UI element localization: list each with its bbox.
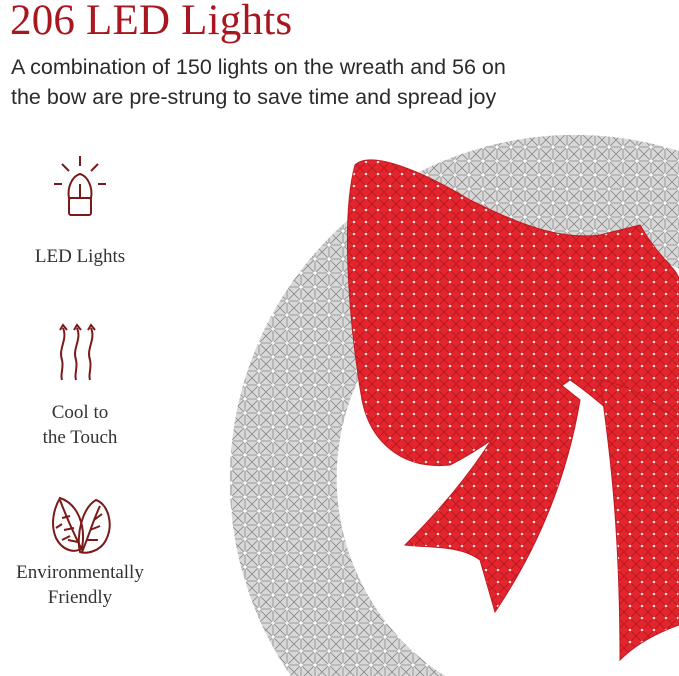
feature-label: Cool to	[51, 402, 109, 423]
feature-label: LED Lights	[34, 246, 126, 267]
bow	[346, 159, 679, 662]
subtitle: A combination of 150 lights on the wreat…	[11, 55, 506, 109]
heat-waves-icon	[59, 323, 96, 381]
feature-label: Friendly	[47, 587, 113, 608]
feature-environmentally-friendly: Environmentally Friendly	[0, 496, 160, 610]
led-bulb-icon	[54, 156, 106, 216]
wreath	[229, 134, 679, 676]
page-title: 206 LED Lights	[10, 0, 293, 44]
feature-label: Environmentally	[16, 562, 144, 583]
leaves-icon	[52, 496, 111, 554]
feature-led-lights: LED Lights	[0, 152, 160, 269]
feature-cool-to-touch: Cool to the Touch	[0, 322, 160, 450]
feature-label: the Touch	[42, 427, 118, 448]
